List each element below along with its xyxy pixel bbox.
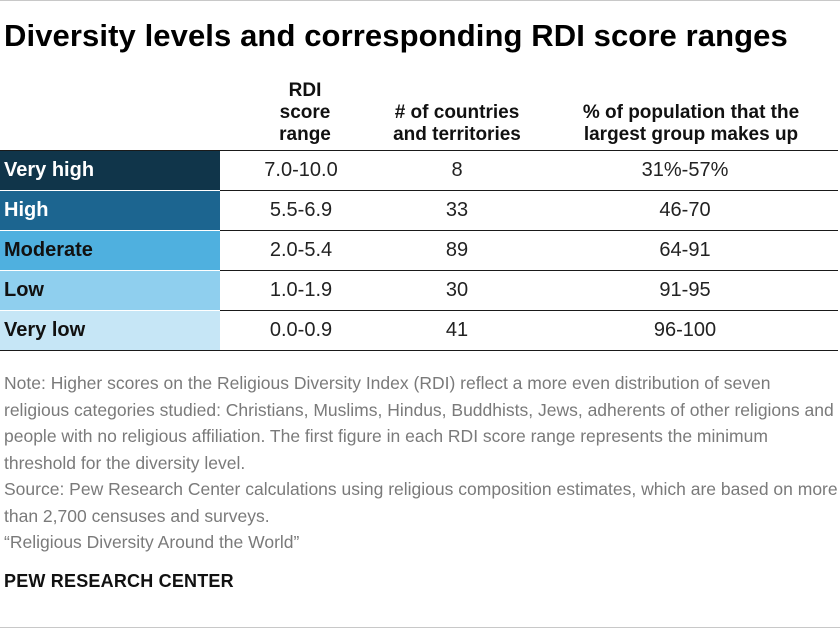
column-header-line: # of countries <box>394 102 520 123</box>
rdi-range-cell: 7.0-10.0 <box>220 150 382 191</box>
level-cell: Very low <box>0 310 220 351</box>
top-rule <box>0 0 840 1</box>
note-text: Note: Higher scores on the Religious Div… <box>4 373 834 473</box>
countries-cell: 8 <box>382 150 532 191</box>
column-header-line: range <box>279 124 331 145</box>
countries-cell: 30 <box>382 270 532 311</box>
rdi-range-cell: 5.5-6.9 <box>220 190 382 231</box>
countries-cell: 89 <box>382 230 532 271</box>
table-row: Low 1.0-1.9 30 91-95 <box>0 270 838 311</box>
column-header-line: and territories <box>393 124 521 145</box>
level-cell: Moderate <box>0 230 220 271</box>
table-row: Moderate 2.0-5.4 89 64-91 <box>0 230 838 271</box>
column-header-rdi: RDI score range <box>250 80 360 146</box>
rdi-range-cell: 2.0-5.4 <box>220 230 382 271</box>
column-header-line: RDI <box>288 80 322 101</box>
level-cell: High <box>0 190 220 231</box>
population-cell: 31%-57% <box>532 150 838 191</box>
countries-cell: 41 <box>382 310 532 351</box>
source-text: Source: Pew Research Center calculations… <box>4 479 838 526</box>
table-row: Very low 0.0-0.9 41 96-100 <box>0 310 838 351</box>
column-header-line: largest group makes up <box>583 124 799 145</box>
footnotes: Note: Higher scores on the Religious Div… <box>4 370 838 556</box>
rdi-range-cell: 1.0-1.9 <box>220 270 382 311</box>
brand-logo-text: PEW RESEARCH CENTER <box>4 571 234 591</box>
table-row: High 5.5-6.9 33 46-70 <box>0 190 838 231</box>
rdi-table: Very high 7.0-10.0 8 31%-57% High 5.5-6.… <box>0 150 838 351</box>
column-header-population: % of population that the largest group m… <box>543 102 839 146</box>
population-cell: 91-95 <box>532 270 838 311</box>
rdi-table-body: Very high 7.0-10.0 8 31%-57% High 5.5-6.… <box>0 150 838 351</box>
column-header-line: % of population that the <box>582 102 800 123</box>
page-title: Diversity levels and corresponding RDI s… <box>4 18 788 53</box>
report-title: “Religious Diversity Around the World” <box>4 532 300 552</box>
population-cell: 64-91 <box>532 230 838 271</box>
column-header-countries: # of countries and territories <box>372 102 542 146</box>
rdi-range-cell: 0.0-0.9 <box>220 310 382 351</box>
level-cell: Very high <box>0 150 220 191</box>
table-row: Very high 7.0-10.0 8 31%-57% <box>0 150 838 191</box>
countries-cell: 33 <box>382 190 532 231</box>
population-cell: 46-70 <box>532 190 838 231</box>
level-cell: Low <box>0 270 220 311</box>
column-header-line: score <box>279 102 331 123</box>
population-cell: 96-100 <box>532 310 838 351</box>
